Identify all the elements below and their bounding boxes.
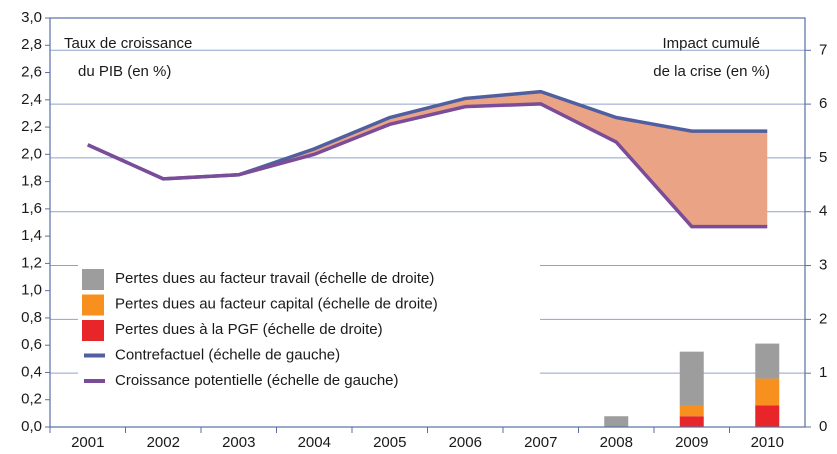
bar [679, 416, 704, 427]
legend-label: Contrefactuel (échelle de gauche) [115, 346, 340, 363]
x-tick-label: 2007 [524, 434, 557, 451]
legend-swatch [82, 269, 104, 290]
legend-label: Croissance potentielle (échelle de gauch… [115, 372, 399, 389]
y-tick-label: 0,4 [21, 363, 42, 380]
x-tick-label: 2002 [147, 434, 180, 451]
y-tick-label: 0,0 [21, 418, 42, 435]
y-tick-label: 2,0 [21, 145, 42, 162]
line [87, 102, 768, 229]
annotation: de la crise (en %) [653, 63, 770, 80]
fill-between [87, 91, 768, 227]
bar [679, 405, 704, 417]
y-tick-label: 3,0 [21, 9, 42, 26]
y2-tick-label: 1 [819, 364, 827, 381]
y-tick-label: 1,2 [21, 254, 42, 271]
legend-label: Pertes dues à la PGF (échelle de droite) [115, 321, 383, 338]
y-tick-label: 1,0 [21, 282, 42, 299]
y-tick-label: 0,6 [21, 336, 42, 353]
legend-swatch [82, 294, 104, 316]
y-tick-label: 0,2 [21, 391, 42, 408]
x-tick-label: 2004 [298, 434, 331, 451]
bar [679, 351, 704, 406]
x-tick-label: 2010 [751, 434, 784, 451]
x-tick-label: 2001 [71, 434, 104, 451]
plot [45, 17, 811, 433]
y-tick-label: 2,8 [21, 36, 42, 53]
x-tick-label: 2003 [222, 434, 255, 451]
y2-tick-label: 3 [819, 257, 827, 274]
x-tick-label: 2006 [449, 434, 482, 451]
bar [755, 405, 780, 427]
y-tick-label: 1,6 [21, 200, 42, 217]
y-tick-label: 2,6 [21, 64, 42, 81]
y2-tick-label: 4 [819, 203, 827, 220]
legend-label: Pertes dues au facteur capital (échelle … [115, 295, 438, 312]
y2-tick-label: 7 [819, 41, 827, 58]
legend-box [78, 262, 540, 396]
y2-tick-label: 5 [819, 149, 827, 166]
legend-swatch [82, 320, 104, 341]
x-tick-label: 2008 [600, 434, 633, 451]
x-tick-label: 2005 [373, 434, 406, 451]
bar [755, 343, 780, 379]
y2-tick-label: 2 [819, 310, 827, 327]
y2-tick-label: 6 [819, 95, 827, 112]
annotation: Taux de croissance [64, 35, 192, 52]
x-tick-label: 2009 [675, 434, 708, 451]
y-tick-label: 0,8 [21, 309, 42, 326]
annotation: Impact cumulé [662, 35, 760, 52]
annotation: du PIB (en %) [78, 63, 171, 80]
legend: Pertes dues au facteur travail (échelle … [78, 262, 540, 396]
y-tick-label: 2,4 [21, 91, 42, 108]
y-tick-label: 1,4 [21, 227, 42, 244]
y2-tick-label: 0 [819, 418, 827, 435]
y-tick-label: 1,8 [21, 173, 42, 190]
bar [604, 416, 629, 427]
bar [755, 378, 780, 406]
legend-label: Pertes dues au facteur travail (échelle … [115, 270, 434, 287]
y-tick-label: 2,2 [21, 118, 42, 135]
